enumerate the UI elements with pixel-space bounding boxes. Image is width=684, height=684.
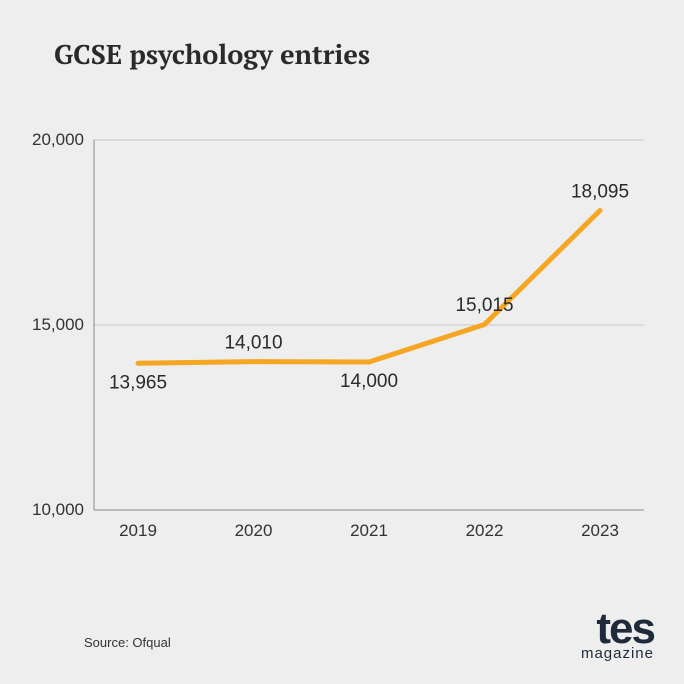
- svg-text:2022: 2022: [466, 521, 504, 540]
- svg-text:2019: 2019: [119, 521, 157, 540]
- svg-text:2020: 2020: [235, 521, 273, 540]
- svg-text:14,010: 14,010: [224, 332, 282, 353]
- chart-card: GCSE psychology entries 10,000 15,000 20,0…: [0, 0, 684, 684]
- line-chart-svg: 10,000 15,000 20,000 2019 2020 2021 2022 2023 13…: [30, 130, 654, 560]
- publisher-logo: tes magazine: [581, 609, 654, 660]
- chart-title: GCSE psychology entries: [54, 36, 370, 72]
- logo-bottom: magazine: [581, 647, 654, 661]
- svg-text:20,000: 20,000: [32, 130, 84, 149]
- logo-top: tes: [581, 609, 654, 649]
- svg-text:15,000: 15,000: [32, 315, 84, 334]
- svg-text:15,015: 15,015: [455, 295, 513, 316]
- svg-text:13,965: 13,965: [109, 372, 167, 393]
- source-text: Source: Ofqual: [84, 635, 171, 650]
- svg-text:10,000: 10,000: [32, 500, 84, 519]
- svg-text:14,000: 14,000: [340, 371, 398, 392]
- chart-area: 10,000 15,000 20,000 2019 2020 2021 2022 2023 13…: [30, 130, 654, 560]
- svg-text:2021: 2021: [350, 521, 388, 540]
- svg-text:18,095: 18,095: [571, 181, 629, 202]
- svg-text:2023: 2023: [581, 521, 619, 540]
